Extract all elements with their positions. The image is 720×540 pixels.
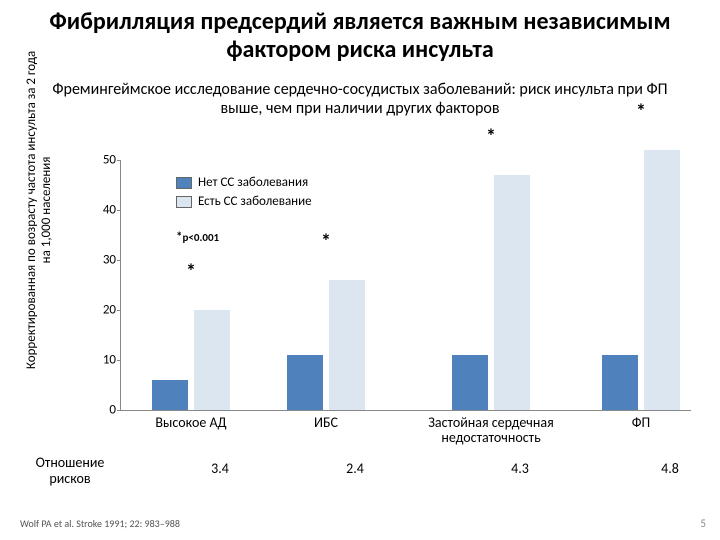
legend: Нет СС заболевания Есть СС заболевание	[176, 175, 312, 213]
note-text: p<0.001	[182, 231, 219, 244]
bar	[287, 355, 323, 410]
page-title: Фибрилляция предсердий является важным н…	[40, 8, 680, 63]
y-axis-label: Корректированная по возрасту частота инс…	[25, 50, 55, 370]
risk-ratio-value: 3.4	[211, 460, 229, 477]
category-label: ФП	[611, 415, 671, 430]
y-tick-mark	[117, 160, 121, 161]
y-tick-mark	[117, 360, 121, 361]
y-tick-label: 20	[91, 303, 116, 318]
page-number: 5	[700, 517, 706, 530]
y-tick-mark	[117, 260, 121, 261]
slide-root: Фибрилляция предсердий является важным н…	[0, 0, 720, 540]
legend-label: Есть СС заболевание	[198, 194, 312, 209]
y-tick-mark	[117, 410, 121, 411]
y-tick-label: 40	[91, 203, 116, 218]
bar	[452, 355, 488, 410]
y-tick-label: 30	[91, 253, 116, 268]
citation-text: Wolf PA et al. Stroke 1991; 22: 983–988	[20, 517, 180, 530]
legend-label: Нет СС заболевания	[198, 175, 308, 190]
y-tick-label: 50	[91, 153, 116, 168]
risk-ratio-label: Отношение рисков	[20, 455, 120, 487]
risk-ratio-value: 2.4	[346, 460, 364, 477]
category-label: ИБС	[286, 415, 366, 430]
bar	[602, 355, 638, 410]
significance-star: *	[186, 260, 196, 284]
page-subtitle: Фремингеймское исследование сердечно-сос…	[40, 80, 680, 118]
bar	[152, 380, 188, 410]
significance-star: *	[636, 100, 646, 124]
significance-star: *	[321, 230, 331, 254]
significance-star: *	[486, 125, 496, 149]
category-label: Высокое АД	[141, 415, 241, 430]
y-tick-mark	[117, 310, 121, 311]
legend-item: Нет СС заболевания	[176, 175, 312, 190]
plot-region: Нет СС заболеванияЕсть СС заболевание *p…	[120, 160, 691, 411]
significance-note: *p<0.001	[176, 230, 219, 245]
legend-swatch	[176, 177, 192, 189]
category-label: Застойная сердечная недостаточность	[401, 415, 581, 446]
chart-area: Нет СС заболеванияЕсть СС заболевание *p…	[90, 160, 690, 410]
risk-ratio-value: 4.8	[661, 460, 679, 477]
bar	[329, 280, 365, 410]
y-tick-label: 0	[91, 403, 116, 418]
legend-item: Есть СС заболевание	[176, 194, 312, 209]
legend-swatch	[176, 196, 192, 208]
y-tick-label: 10	[91, 353, 116, 368]
bar	[494, 175, 530, 410]
bar	[194, 310, 230, 410]
bar	[644, 150, 680, 410]
risk-ratio-row: 3.4 2.4 4.3 4.8	[120, 460, 690, 480]
risk-ratio-value: 4.3	[511, 460, 529, 477]
y-tick-mark	[117, 210, 121, 211]
